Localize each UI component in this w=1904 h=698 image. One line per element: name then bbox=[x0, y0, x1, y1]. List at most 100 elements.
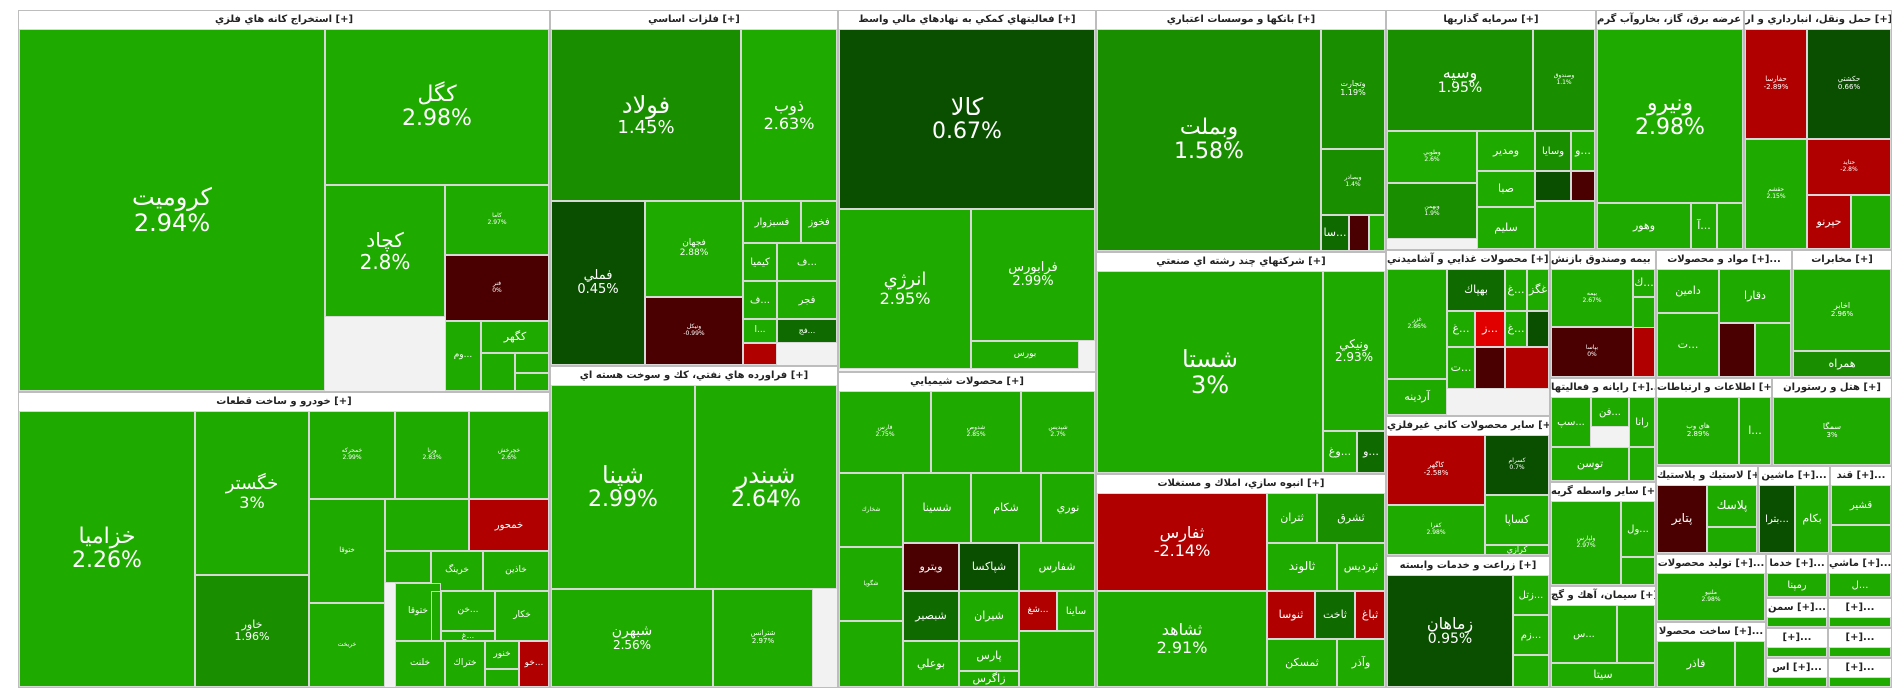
treemap-cell[interactable]: فاذر bbox=[1657, 641, 1735, 687]
treemap-cell[interactable]: س... bbox=[1551, 605, 1617, 663]
treemap-cell[interactable] bbox=[1535, 201, 1595, 249]
treemap-cell[interactable]: كساپا bbox=[1485, 495, 1549, 545]
sector-title[interactable]: توليد محصولات [+]... bbox=[1657, 555, 1765, 574]
treemap-cell[interactable]: فارس 2.75% bbox=[839, 391, 931, 473]
treemap-cell[interactable]: ونيرو 2.98% bbox=[1597, 29, 1743, 203]
treemap-cell[interactable] bbox=[431, 591, 441, 641]
treemap-cell[interactable] bbox=[385, 499, 469, 551]
treemap-cell[interactable]: و... bbox=[1357, 431, 1385, 473]
treemap-cell[interactable]: كگل 2.98% bbox=[325, 29, 549, 185]
treemap-cell[interactable]: ثنوسا bbox=[1267, 591, 1315, 639]
treemap-cell[interactable]: و... bbox=[1571, 131, 1595, 171]
treemap-cell[interactable]: فخوز bbox=[801, 201, 837, 243]
treemap-cell[interactable]: خنور bbox=[485, 641, 519, 669]
treemap-cell[interactable]: ل... bbox=[1829, 573, 1891, 597]
treemap-cell[interactable] bbox=[839, 621, 903, 687]
treemap-cell[interactable]: توسن bbox=[1551, 447, 1629, 481]
treemap-cell[interactable]: ثاخت bbox=[1315, 591, 1355, 639]
treemap-cell[interactable]: ا... bbox=[1739, 397, 1771, 465]
treemap-cell[interactable] bbox=[485, 669, 519, 687]
sector-title[interactable]: زراعت و خدمات وابسته [+] bbox=[1387, 557, 1549, 576]
treemap-cell[interactable]: خگستر 3% bbox=[195, 411, 309, 575]
treemap-cell[interactable]: بورس bbox=[971, 341, 1079, 369]
sector-title[interactable]: رايانه و فعاليتها [+]... bbox=[1551, 379, 1655, 398]
sector-title[interactable]: مخابرات [+] bbox=[1793, 251, 1891, 270]
treemap-cell[interactable] bbox=[1527, 311, 1549, 347]
sector-title[interactable]: سيمان، آهك و گچ [+] bbox=[1551, 587, 1655, 606]
treemap-cell[interactable]: سليم bbox=[1477, 207, 1535, 249]
sector-title[interactable]: بانكها و موسسات اعتباري [+] bbox=[1097, 11, 1385, 30]
treemap-cell[interactable]: خكار bbox=[495, 591, 549, 641]
treemap-cell[interactable]: ول... bbox=[1621, 501, 1655, 557]
treemap-cell[interactable] bbox=[1535, 171, 1571, 201]
treemap-cell[interactable] bbox=[1019, 631, 1095, 687]
treemap-cell[interactable]: كروميت 2.94% bbox=[19, 29, 325, 391]
treemap-cell[interactable]: صبا bbox=[1477, 171, 1535, 207]
sector-title[interactable]: فعاليتهاي كمكي به نهادهاي مالي واسط [+] bbox=[839, 11, 1095, 30]
treemap-cell[interactable] bbox=[1369, 215, 1385, 251]
treemap-cell[interactable]: حتايد -2.8% bbox=[1807, 139, 1891, 195]
treemap-cell[interactable]: كفرا 2.98% bbox=[1387, 505, 1485, 555]
sector-title[interactable]: ساير محصولات كاني غيرفلزي [+] bbox=[1387, 417, 1549, 436]
treemap-cell[interactable]: بترا... bbox=[1759, 485, 1795, 553]
treemap-cell[interactable]: فجهان 2.88% bbox=[645, 201, 743, 297]
treemap-cell[interactable] bbox=[1755, 323, 1791, 377]
treemap-cell[interactable]: ثشرق bbox=[1317, 493, 1385, 543]
treemap-cell[interactable] bbox=[1767, 677, 1827, 687]
sector-title[interactable]: اطلاعات و ارتباطات [+] bbox=[1657, 379, 1771, 398]
treemap-cell[interactable]: وبهمن 1.9% bbox=[1387, 183, 1477, 239]
treemap-cell[interactable]: فجر bbox=[777, 281, 837, 319]
treemap-cell[interactable]: ثپرديس bbox=[1337, 543, 1385, 591]
sector-title[interactable]: قند [+]... bbox=[1831, 467, 1891, 486]
treemap-cell[interactable]: آردينه bbox=[1387, 379, 1447, 415]
treemap-cell[interactable]: ونيكل -0.99% bbox=[645, 297, 743, 365]
treemap-cell[interactable]: شبهرن 2.56% bbox=[551, 589, 713, 687]
treemap-cell[interactable]: سمگا 3% bbox=[1773, 397, 1891, 465]
treemap-cell[interactable]: شدوص 2.85% bbox=[931, 391, 1021, 473]
treemap-cell[interactable]: ثتران bbox=[1267, 493, 1317, 543]
treemap-cell[interactable]: پلاسك bbox=[1707, 485, 1757, 527]
treemap-cell[interactable]: وسپه 1.95% bbox=[1387, 29, 1533, 131]
treemap-cell[interactable]: كاگهر -2.58% bbox=[1387, 435, 1485, 505]
treemap-cell[interactable]: وبملت 1.58% bbox=[1097, 29, 1321, 251]
treemap-cell[interactable]: وسايا bbox=[1535, 131, 1571, 171]
treemap-cell[interactable]: ونيكي 2.93% bbox=[1323, 271, 1385, 431]
treemap-cell[interactable]: آ... bbox=[1691, 203, 1717, 249]
treemap-cell[interactable]: بكام bbox=[1795, 485, 1829, 553]
treemap-cell[interactable]: سا... bbox=[1321, 215, 1349, 251]
sector-title[interactable]: ماشين [+]... bbox=[1759, 467, 1829, 486]
treemap-cell[interactable] bbox=[1717, 203, 1743, 249]
treemap-cell[interactable]: وم... bbox=[445, 321, 481, 391]
treemap-cell[interactable]: وغ... bbox=[1323, 431, 1357, 473]
treemap-cell[interactable]: رانا bbox=[1629, 397, 1655, 447]
treemap-cell[interactable]: ت... bbox=[1657, 313, 1719, 377]
treemap-cell[interactable]: غ... bbox=[1505, 311, 1527, 347]
treemap-cell[interactable]: ختوقا bbox=[309, 499, 385, 603]
treemap-cell[interactable] bbox=[515, 353, 549, 373]
treemap-cell[interactable]: وهور bbox=[1597, 203, 1691, 249]
sector-title[interactable]: مواد و محصولات [+]... bbox=[1657, 251, 1791, 270]
treemap-cell[interactable]: ويترو bbox=[903, 543, 959, 591]
treemap-cell[interactable]: غ... bbox=[441, 631, 495, 641]
treemap-cell[interactable]: خمحركه 2.99% bbox=[309, 411, 395, 499]
treemap-cell[interactable]: شستا 3% bbox=[1097, 271, 1323, 473]
treemap-cell[interactable]: همراه bbox=[1793, 351, 1891, 377]
treemap-cell[interactable]: ثباغ bbox=[1355, 591, 1385, 639]
treemap-cell[interactable]: پارس bbox=[959, 641, 1019, 671]
treemap-cell[interactable] bbox=[1475, 347, 1505, 389]
treemap-cell[interactable]: كسرام 0.7% bbox=[1485, 435, 1549, 495]
treemap-cell[interactable]: دامين bbox=[1657, 269, 1719, 313]
sector-title[interactable]: [+]... bbox=[1829, 659, 1891, 678]
treemap-cell[interactable] bbox=[1707, 527, 1757, 553]
treemap-cell[interactable]: ولپارس 2.97% bbox=[1551, 501, 1621, 585]
treemap-cell[interactable]: شپاكسا bbox=[959, 543, 1019, 591]
treemap-cell[interactable] bbox=[1829, 617, 1891, 627]
treemap-cell[interactable] bbox=[1735, 641, 1765, 687]
treemap-cell[interactable]: ثالوند bbox=[1267, 543, 1337, 591]
treemap-cell[interactable]: بوعلي bbox=[903, 641, 959, 687]
treemap-cell[interactable]: فن... bbox=[1591, 397, 1629, 427]
treemap-cell[interactable]: فرابورس 2.99% bbox=[971, 209, 1095, 341]
treemap-cell[interactable]: بيمه 2.67% bbox=[1551, 269, 1633, 327]
treemap-cell[interactable]: خمحور bbox=[469, 499, 549, 551]
treemap-cell[interactable] bbox=[1719, 323, 1755, 377]
